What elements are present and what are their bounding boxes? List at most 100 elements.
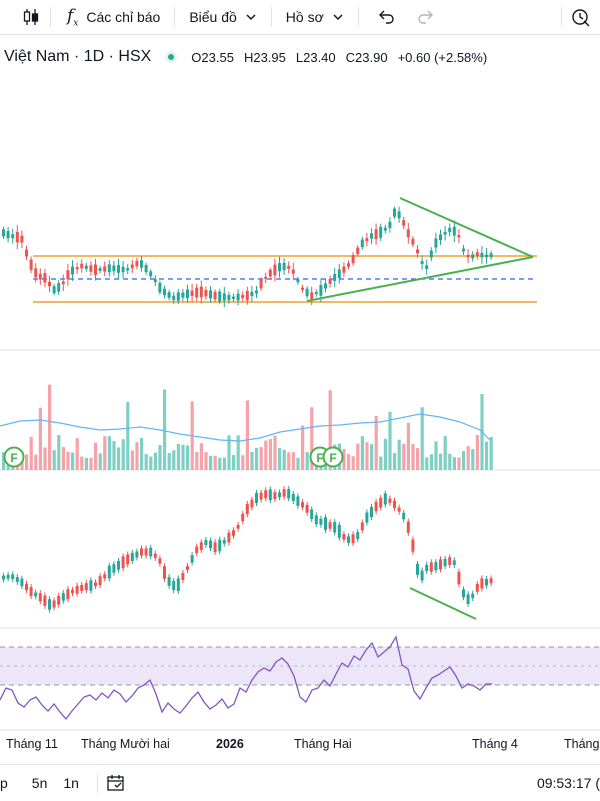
oscillator-candle — [411, 536, 415, 555]
oscillator-candle — [462, 586, 465, 601]
svg-text:F: F — [10, 451, 17, 465]
volume-bar — [236, 435, 240, 470]
price-candle — [291, 262, 295, 281]
oscillator-candle — [6, 571, 10, 582]
range-button-1m[interactable]: 1n — [63, 774, 79, 791]
volume-bar — [264, 440, 268, 470]
candles-style-button[interactable] — [22, 0, 40, 35]
oscillator-candle — [135, 548, 139, 561]
oscillator-candle — [38, 590, 42, 605]
top-toolbar: fx Các chỉ báo Biểu đồ Hồ sơ — [0, 0, 600, 35]
oscillator-candle — [227, 529, 231, 546]
price-candle — [259, 277, 263, 291]
oscillator-candle — [66, 586, 70, 603]
price-candle — [301, 284, 304, 293]
toolbar-divider — [561, 7, 562, 27]
price-candle — [328, 275, 332, 288]
price-candle — [337, 263, 341, 284]
oscillator-candle — [406, 518, 410, 536]
oscillator-candle — [241, 511, 245, 525]
volume-bar — [61, 447, 65, 470]
oscillator-candle — [181, 570, 185, 583]
undo-button[interactable] — [377, 0, 395, 35]
price-candle — [471, 251, 475, 262]
price-candle — [172, 291, 176, 304]
volume-bar — [379, 456, 383, 470]
oscillator-candle — [195, 543, 199, 557]
volume-bar — [489, 437, 493, 470]
oscillator-candle — [84, 580, 88, 594]
profile-menu-button[interactable]: Hồ sơ — [286, 0, 344, 35]
price-candle — [52, 284, 56, 296]
volume-bar — [448, 453, 452, 470]
oscillator-candle — [163, 563, 166, 582]
volume-bar — [360, 436, 364, 470]
volume-bar — [420, 407, 424, 470]
volume-bar — [218, 457, 222, 470]
oscillator-candle — [370, 503, 373, 521]
price-candle — [374, 223, 378, 245]
volume-bar — [135, 442, 139, 470]
price-candle — [107, 259, 111, 277]
open-value: O23.55 — [191, 49, 234, 65]
oscillator-candle — [466, 591, 470, 608]
price-candle — [75, 262, 79, 274]
price-candle — [34, 263, 38, 283]
price-candle — [379, 223, 383, 242]
oscillator-candle — [287, 486, 291, 502]
price-candle — [89, 261, 93, 276]
calendar-goto-icon[interactable] — [106, 773, 126, 793]
divergence-line — [409, 587, 477, 620]
volume-bar — [48, 384, 52, 470]
oscillator-candle — [337, 521, 341, 541]
f-marker[interactable]: F — [3, 446, 25, 468]
time-axis[interactable]: Tháng 11 Tháng Mười hai 2026 Tháng Hai T… — [0, 734, 600, 756]
price-candle — [140, 256, 143, 272]
price-candle — [94, 258, 97, 281]
oscillator-candle — [126, 551, 130, 568]
volume-bar — [273, 435, 277, 470]
volume-bar — [259, 447, 263, 470]
price-candle — [236, 289, 240, 306]
price-candle — [117, 258, 120, 279]
range-button-5d[interactable]: 5n — [31, 774, 48, 791]
chart-menu-button[interactable]: Biểu đồ — [189, 0, 256, 35]
volume-bar — [452, 457, 456, 470]
volume-bar — [328, 390, 332, 470]
symbol-title[interactable]: Việt Nam · 1D · HSX — [4, 48, 152, 65]
clock-time[interactable]: 09:53:17 ( — [536, 775, 600, 791]
price-candle — [43, 268, 47, 287]
volume-bar — [181, 444, 185, 470]
time-axis-label: 2026 — [216, 737, 244, 751]
oscillator-candle — [15, 574, 19, 585]
volume-bar — [301, 425, 305, 470]
price-candle — [199, 280, 203, 304]
volume-bar — [126, 402, 130, 470]
price-candle — [429, 247, 433, 262]
volume-bar — [278, 448, 282, 470]
indicators-button[interactable]: fx Các chỉ báo — [67, 0, 160, 35]
candlestick-icon — [23, 9, 39, 25]
oscillator-candle — [443, 555, 447, 570]
oscillator-candle — [25, 580, 28, 594]
price-chart-area[interactable]: F F F — [0, 36, 600, 731]
price-candle — [434, 232, 438, 254]
f-marker[interactable]: F — [322, 446, 344, 468]
volume-ma-line — [0, 413, 491, 442]
oscillator-candle — [485, 576, 488, 589]
volume-bar — [98, 453, 102, 470]
oscillator-candle — [140, 545, 143, 559]
svg-text:F: F — [316, 451, 323, 465]
oscillator-candle — [236, 521, 240, 532]
oscillator-candles — [2, 486, 493, 613]
price-candle — [213, 289, 217, 302]
oscillator-candle — [452, 557, 456, 569]
oscillator-candle — [20, 575, 24, 590]
volume-bar — [393, 453, 397, 470]
redo-button[interactable] — [417, 0, 435, 35]
range-button[interactable]: p — [0, 774, 8, 791]
price-candle — [121, 261, 125, 279]
oscillator-candle — [71, 586, 74, 597]
alert-clock-button[interactable] — [570, 0, 590, 35]
price-candle — [393, 206, 396, 219]
